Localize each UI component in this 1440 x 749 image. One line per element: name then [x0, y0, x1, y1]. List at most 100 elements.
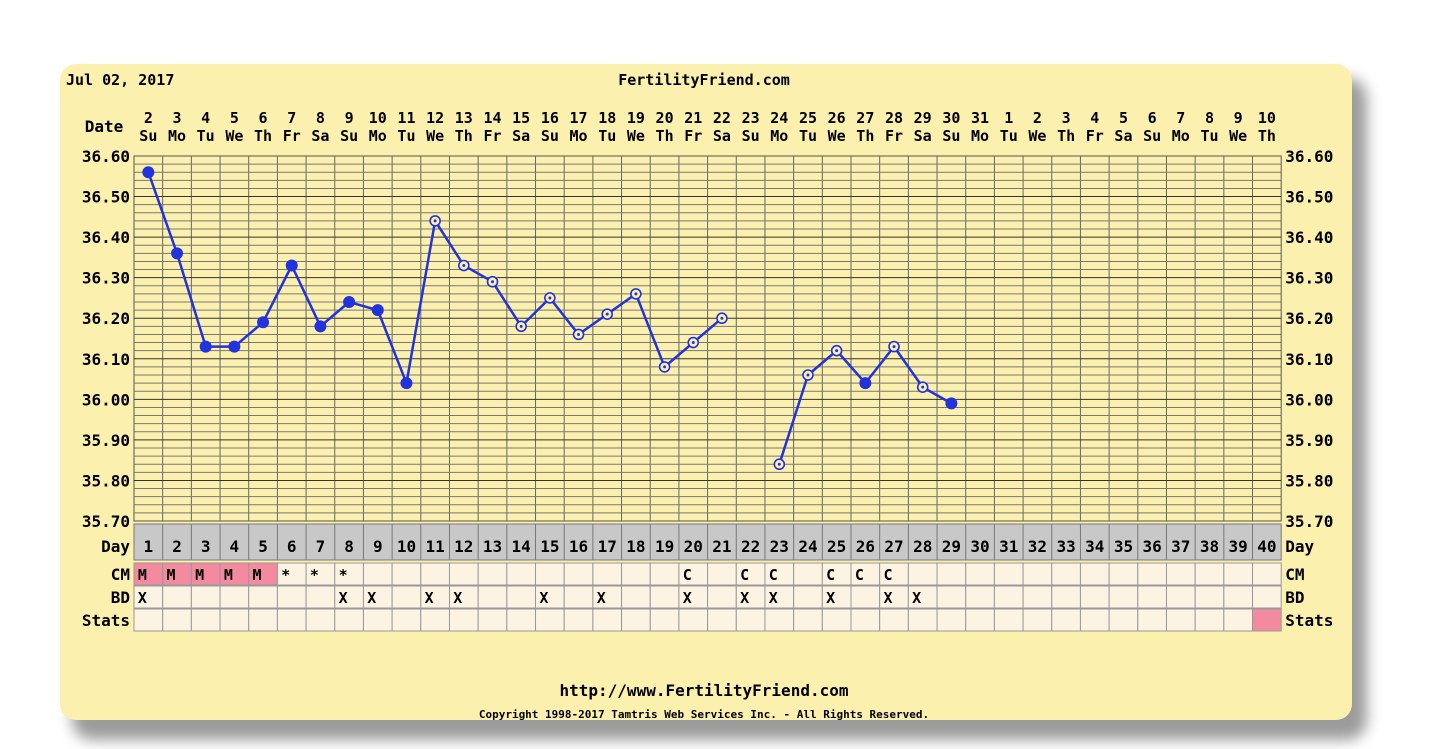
stats-cell — [162, 608, 192, 632]
date-label: 18 — [598, 109, 616, 127]
stats-cell — [477, 608, 508, 632]
cm-cell — [936, 562, 967, 586]
y-tick-left: 36.00 — [82, 390, 130, 409]
temp-point-dot — [605, 312, 609, 316]
weekday-label: Su — [942, 127, 960, 145]
cm-mark: M — [195, 566, 204, 584]
stats-cell — [391, 608, 422, 632]
weekday-label: We — [1229, 127, 1247, 145]
y-tick-right: 36.10 — [1285, 350, 1333, 369]
weekday-label: Sa — [914, 127, 932, 145]
weekday-label: Su — [742, 127, 760, 145]
stats-cell — [621, 608, 651, 632]
cm-cell — [563, 562, 594, 586]
cm-cell — [965, 562, 995, 586]
weekday-label: Su — [340, 127, 358, 145]
y-tick-left: 35.80 — [82, 471, 130, 490]
cycle-day-label: 30 — [970, 537, 989, 556]
cycle-day-label: 35 — [1114, 537, 1133, 556]
cm-row-label-left: CM — [111, 565, 130, 584]
stats-cell — [563, 608, 594, 632]
temp-point-filled — [199, 340, 212, 353]
cm-mark: M — [167, 566, 176, 584]
cm-cell — [1223, 562, 1254, 586]
temp-point-filled — [228, 340, 241, 353]
date-label: 13 — [455, 109, 473, 127]
cm-mark: C — [769, 566, 778, 584]
bd-cell — [1108, 585, 1139, 609]
date-label: 9 — [1234, 109, 1243, 127]
footer-copyright: Copyright 1998-2017 Tamtris Web Services… — [479, 708, 929, 721]
cm-cell — [391, 562, 422, 586]
cm-cell — [506, 562, 537, 586]
stats-cell — [248, 608, 278, 632]
temp-point-filled — [285, 259, 298, 272]
cm-mark: C — [740, 566, 749, 584]
bd-cell — [219, 585, 250, 609]
weekday-label: Tu — [598, 127, 616, 145]
date-label: 4 — [1090, 109, 1099, 127]
y-tick-right: 35.70 — [1285, 512, 1333, 531]
date-label: 25 — [799, 109, 817, 127]
cycle-day-label: 32 — [1028, 537, 1047, 556]
cm-mark: M — [138, 566, 147, 584]
bd-cell — [993, 585, 1024, 609]
weekday-label: Mo — [369, 127, 387, 145]
stats-cell — [821, 608, 852, 632]
temp-point-dot — [577, 332, 581, 336]
bd-cell — [936, 585, 967, 609]
stats-cell — [764, 608, 795, 632]
weekday-label: Tu — [397, 127, 415, 145]
y-tick-right: 35.80 — [1285, 471, 1333, 490]
bd-mark: X — [453, 589, 462, 607]
stats-cell — [1051, 608, 1081, 632]
stats-cell — [649, 608, 680, 632]
cm-row-label-right: CM — [1285, 565, 1304, 584]
cycle-day-label: 5 — [258, 537, 268, 556]
bd-cell — [1252, 585, 1282, 609]
cycle-day-label: 18 — [626, 537, 645, 556]
day-row-label-left: Day — [101, 537, 130, 556]
weekday-label: Fr — [1086, 127, 1104, 145]
bd-cell — [276, 585, 307, 609]
cycle-day-label: 16 — [569, 537, 588, 556]
temp-point-filled — [400, 377, 413, 390]
cm-mark: * — [339, 566, 348, 584]
stats-cell — [1194, 608, 1225, 632]
stats-cell — [1079, 608, 1110, 632]
cm-cell — [649, 562, 680, 586]
date-label: 1 — [1004, 109, 1013, 127]
y-tick-right: 36.40 — [1285, 228, 1333, 247]
cycle-day-label: 14 — [512, 537, 531, 556]
stats-cell — [1165, 608, 1196, 632]
weekday-label: We — [426, 127, 444, 145]
stats-cell — [965, 608, 995, 632]
bd-mark: X — [884, 589, 893, 607]
bd-cell — [305, 585, 336, 609]
bd-cell — [850, 585, 881, 609]
cm-cell — [907, 562, 938, 586]
stats-cell — [1223, 608, 1254, 632]
cycle-day-label: 19 — [655, 537, 674, 556]
stats-cell — [1022, 608, 1053, 632]
temp-point-dot — [720, 316, 724, 320]
cycle-day-label: 15 — [540, 537, 559, 556]
y-tick-right: 36.60 — [1285, 147, 1333, 166]
temp-point-dot — [433, 219, 437, 223]
stats-cell — [305, 608, 336, 632]
date-label: 3 — [173, 109, 182, 127]
stats-cell — [993, 608, 1024, 632]
temp-point-filled — [171, 247, 184, 260]
cycle-day-label: 31 — [999, 537, 1018, 556]
cm-cell — [621, 562, 651, 586]
stats-cell — [735, 608, 766, 632]
stats-cell — [133, 608, 164, 632]
temp-point-dot — [806, 373, 810, 377]
date-label: 6 — [259, 109, 268, 127]
temp-point-dot — [892, 345, 896, 349]
date-label: 27 — [856, 109, 874, 127]
date-label: 14 — [483, 109, 501, 127]
date-label: 12 — [426, 109, 444, 127]
temp-point-dot — [777, 462, 781, 466]
cycle-day-label: 17 — [598, 537, 617, 556]
